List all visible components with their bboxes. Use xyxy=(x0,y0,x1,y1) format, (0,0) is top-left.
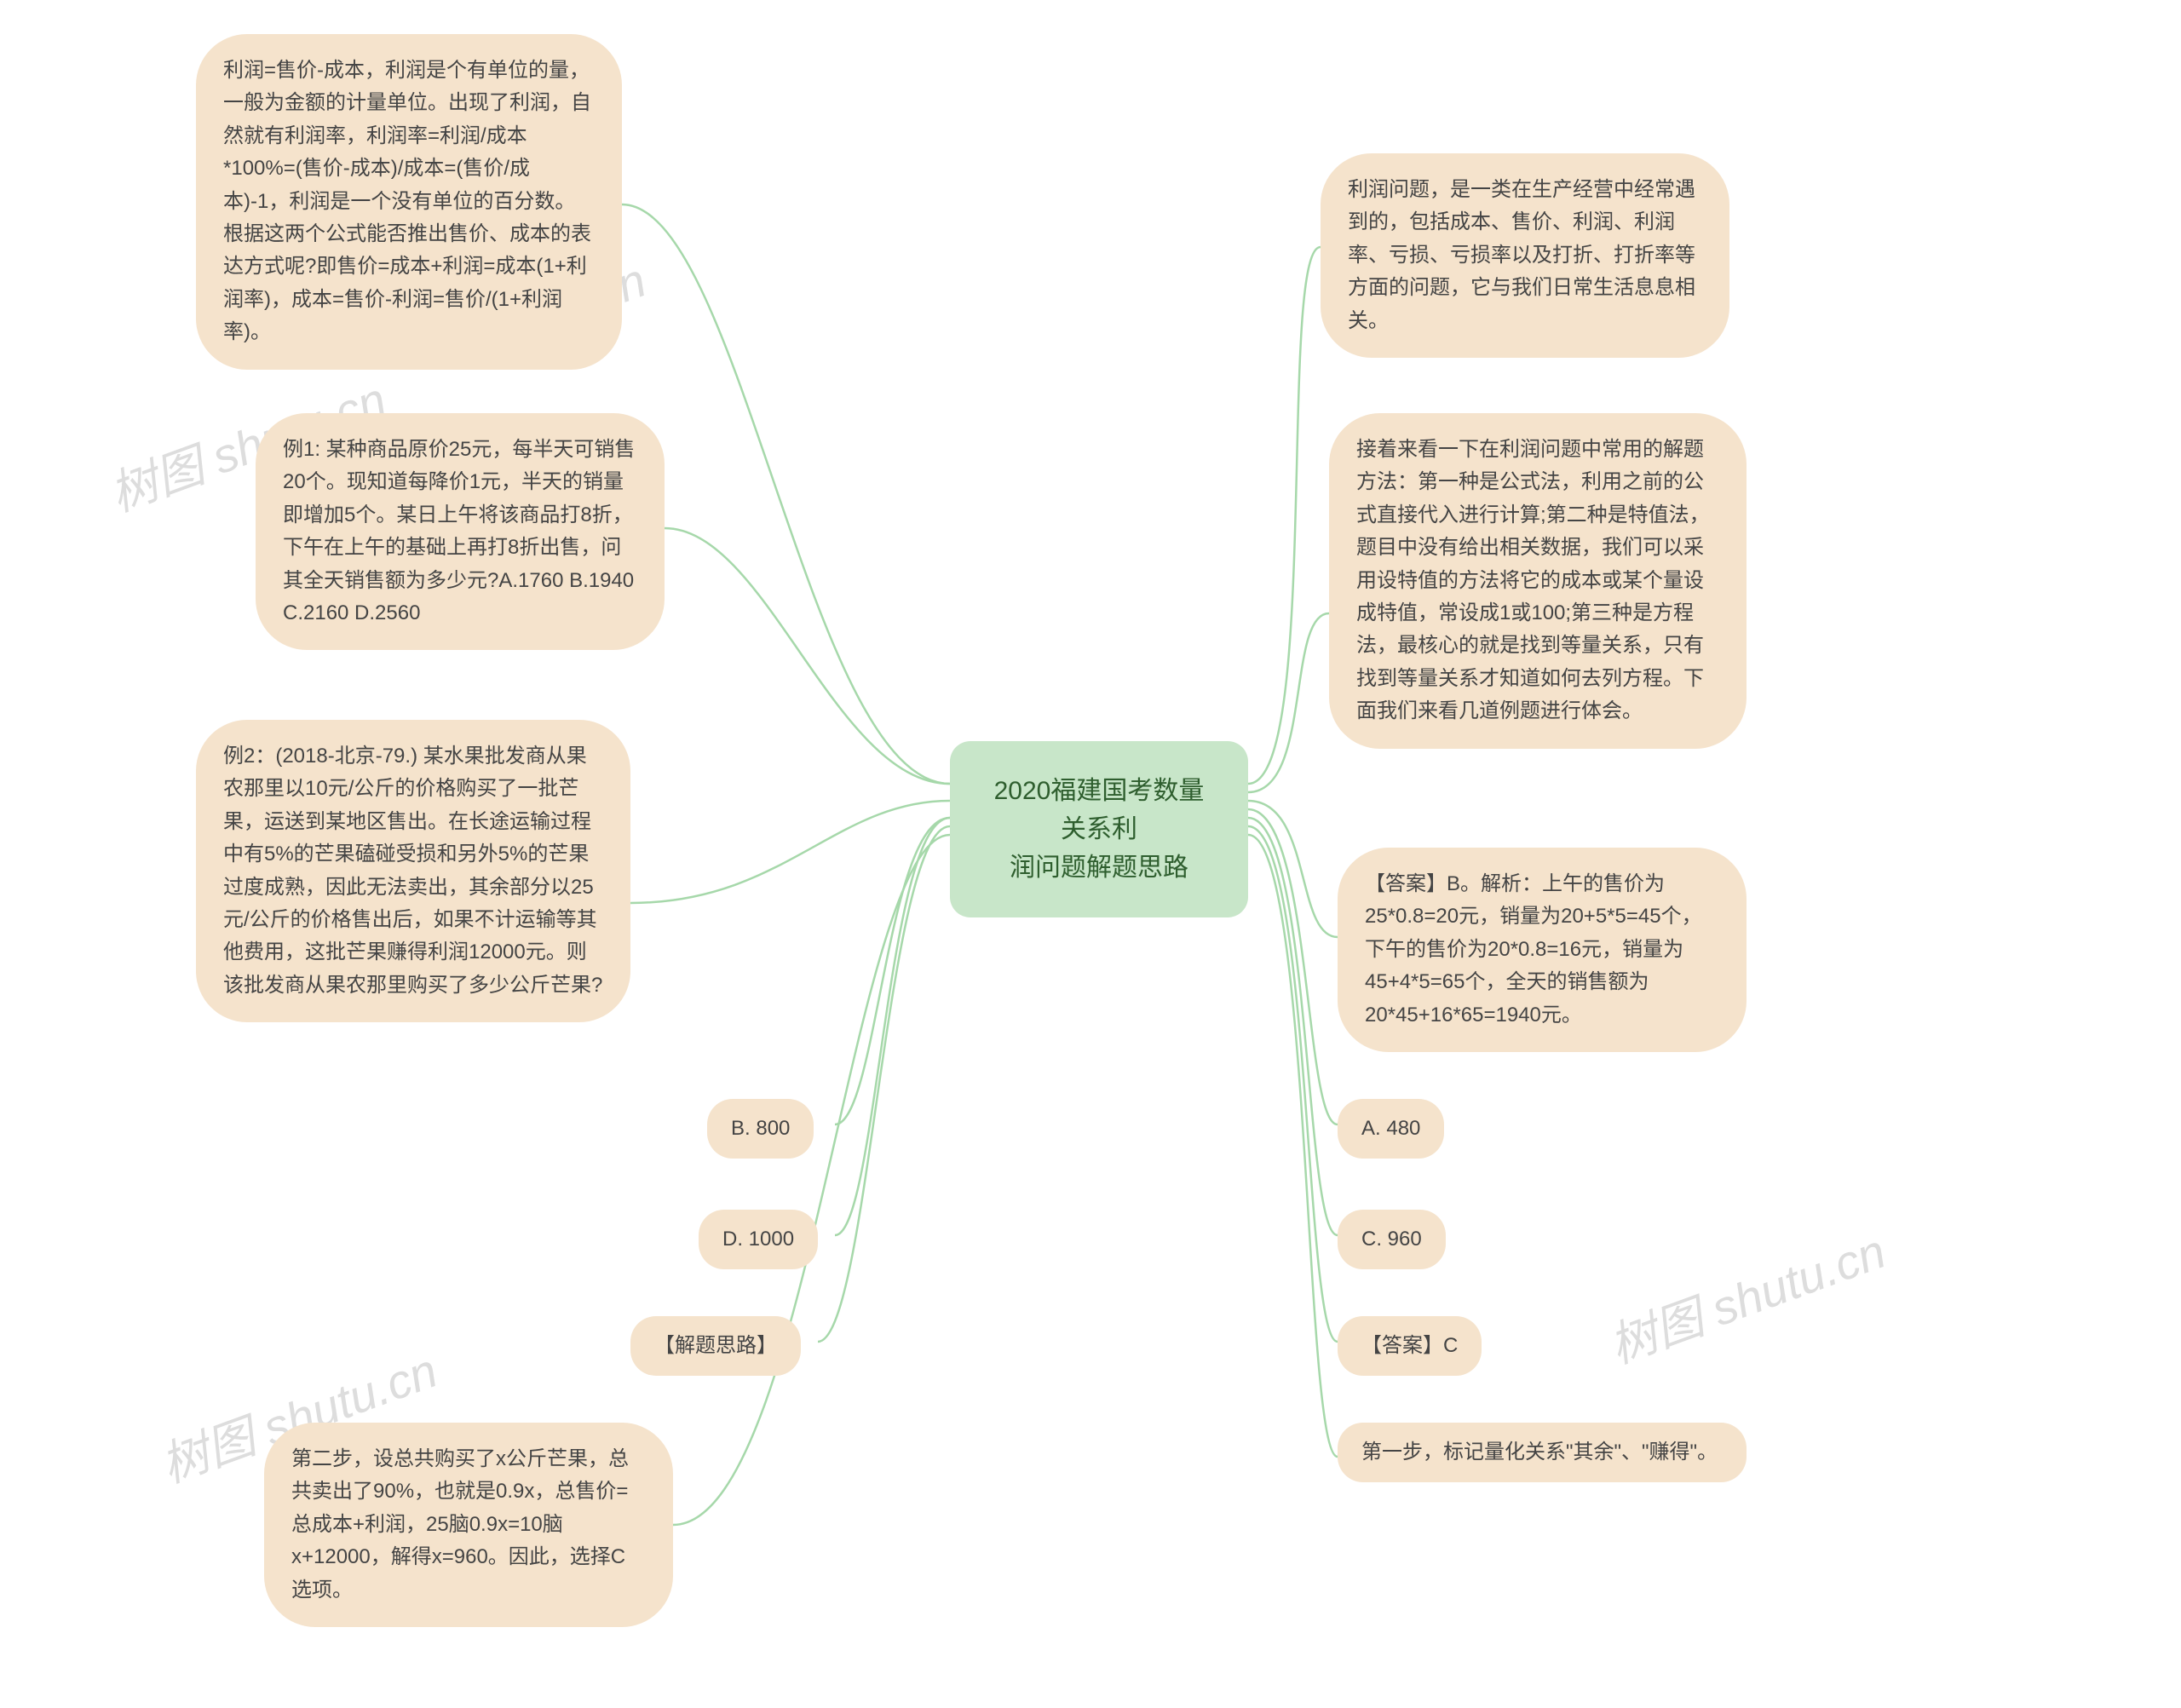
center-title-line2: 润问题解题思路 xyxy=(984,848,1214,887)
node-text: 例2：(2018-北京-79.) 某水果批发商从果农那里以10元/公斤的价格购买… xyxy=(223,745,602,997)
left-node-approach: 【解题思路】 xyxy=(630,1316,801,1376)
right-node-answer-b: 【答案】B。解析：上午的售价为25*0.8=20元，销量为20+5*5=45个，… xyxy=(1338,848,1747,1052)
node-text: 【解题思路】 xyxy=(654,1334,777,1357)
node-text: 利润=售价-成本，利润是个有单位的量，一般为金额的计量单位。出现了利润，自然就有… xyxy=(223,59,591,343)
left-node-step2: 第二步，设总共购买了x公斤芒果，总共卖出了90%，也就是0.9x，总售价=总成本… xyxy=(264,1423,673,1627)
right-node-intro: 利润问题，是一类在生产经营中经常遇到的，包括成本、售价、利润、利润率、亏损、亏损… xyxy=(1321,153,1729,358)
left-node-option-b: B. 800 xyxy=(707,1099,814,1159)
node-text: 接着来看一下在利润问题中常用的解题方法：第一种是公式法，利用之前的公式直接代入进… xyxy=(1356,438,1710,722)
left-node-example2: 例2：(2018-北京-79.) 某水果批发商从果农那里以10元/公斤的价格购买… xyxy=(196,720,630,1022)
right-node-step1: 第一步，标记量化关系"其余"、"赚得"。 xyxy=(1338,1423,1747,1482)
node-text: 第一步，标记量化关系"其余"、"赚得"。 xyxy=(1361,1441,1718,1464)
node-text: 【答案】C xyxy=(1361,1334,1458,1357)
node-text: C. 960 xyxy=(1361,1228,1422,1251)
node-text: D. 1000 xyxy=(722,1228,794,1251)
node-text: B. 800 xyxy=(731,1117,790,1140)
right-node-methods: 接着来看一下在利润问题中常用的解题方法：第一种是公式法，利用之前的公式直接代入进… xyxy=(1329,413,1747,749)
node-text: A. 480 xyxy=(1361,1117,1420,1140)
left-node-option-d: D. 1000 xyxy=(699,1210,818,1269)
watermark: 树图 shutu.cn xyxy=(1598,1213,1894,1377)
right-node-option-c: C. 960 xyxy=(1338,1210,1446,1269)
left-node-example1: 例1: 某种商品原价25元，每半天可销售20个。现知道每降价1元，半天的销量即增… xyxy=(256,413,665,650)
right-node-option-a: A. 480 xyxy=(1338,1099,1444,1159)
center-title-line1: 2020福建国考数量关系利 xyxy=(984,772,1214,848)
center-node: 2020福建国考数量关系利 润问题解题思路 xyxy=(950,741,1248,917)
left-node-definition: 利润=售价-成本，利润是个有单位的量，一般为金额的计量单位。出现了利润，自然就有… xyxy=(196,34,622,370)
node-text: 利润问题，是一类在生产经营中经常遇到的，包括成本、售价、利润、利润率、亏损、亏损… xyxy=(1348,178,1695,332)
right-node-answer-c: 【答案】C xyxy=(1338,1316,1482,1376)
node-text: 例1: 某种商品原价25元，每半天可销售20个。现知道每降价1元，半天的销量即增… xyxy=(283,438,635,624)
node-text: 【答案】B。解析：上午的售价为25*0.8=20元，销量为20+5*5=45个，… xyxy=(1365,872,1702,1027)
node-text: 第二步，设总共购买了x公斤芒果，总共卖出了90%，也就是0.9x，总售价=总成本… xyxy=(291,1447,629,1602)
